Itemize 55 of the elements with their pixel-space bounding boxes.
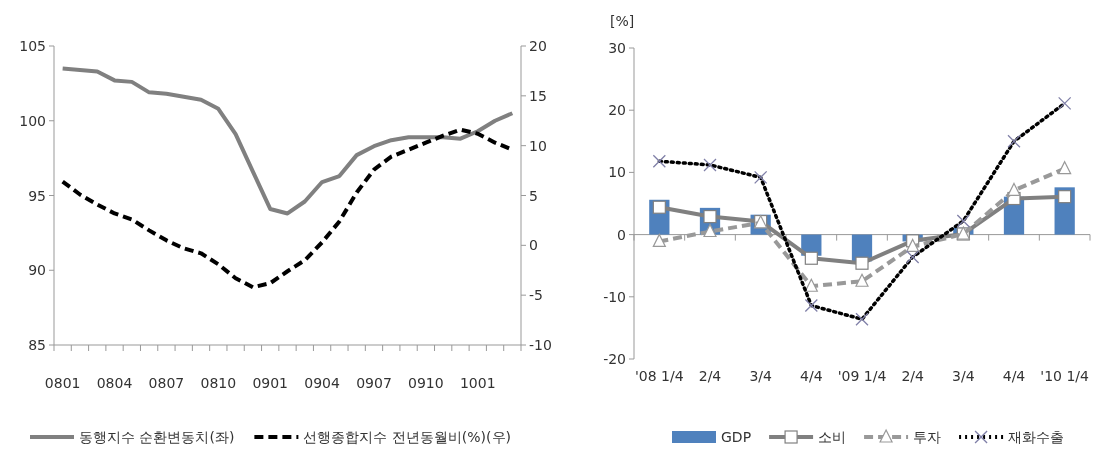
y2-tick-label: 10 (529, 137, 547, 154)
y2-tick-label: 20 (529, 38, 547, 54)
point (652, 233, 666, 248)
y2-tick-label: -5 (529, 287, 543, 304)
point (906, 238, 920, 253)
x-tick-label: 0901 (252, 375, 289, 391)
point (1058, 190, 1072, 204)
y-tick-label: 0 (617, 226, 626, 243)
y-tick-label: -20 (603, 351, 626, 367)
x-tick-label: 1001 (459, 375, 496, 391)
x-tick-label: 4/4 (1002, 368, 1026, 384)
point (652, 200, 666, 214)
point (804, 278, 818, 292)
x-tick-label: 4/4 (800, 368, 823, 384)
x-tick-label: 0810 (200, 375, 237, 391)
x-tick-label: '08 1/4 (635, 368, 684, 384)
legend-label: 소비 (818, 429, 847, 445)
y-tick-label: 95 (28, 187, 46, 204)
point (703, 223, 717, 238)
legend-label: 투자 (913, 429, 942, 445)
y-tick-label: 10 (608, 164, 626, 181)
x-tick-label: 3/4 (952, 368, 975, 384)
x-tick-label: 2/4 (901, 368, 925, 384)
legend-label: 선행종합지수 전년동월비(%)(우) (303, 429, 511, 445)
x-tick-label: 0907 (356, 375, 392, 391)
y-tick-label: -10 (603, 288, 626, 305)
y-tick-label: 105 (19, 38, 46, 54)
y2-tick-label: -10 (529, 337, 552, 353)
x-tick-label: '10 1/4 (1040, 368, 1090, 384)
legend-label: GDP (721, 429, 752, 445)
x-tick-label: 0807 (148, 375, 185, 391)
y-tick-label: 100 (19, 112, 46, 129)
point (855, 273, 869, 287)
y-tick-label: 20 (608, 102, 626, 119)
y2-tick-label: 0 (529, 237, 538, 254)
y2-tick-label: 5 (529, 187, 538, 204)
x-tick-label: 3/4 (749, 368, 773, 384)
x-tick-label: 0801 (44, 375, 81, 391)
y-axis-title: [%] (610, 13, 635, 29)
legend-label: 동행지수 순환변동치(좌) (79, 429, 235, 445)
y-tick-label: 85 (28, 337, 46, 353)
point (1007, 182, 1021, 197)
legend-label: 재화수출 (1008, 429, 1065, 445)
x-tick-label: 2/4 (698, 368, 722, 384)
x-tick-label: 0804 (96, 375, 133, 391)
x-tick-label: 0904 (304, 375, 340, 391)
y2-tick-label: 15 (529, 87, 547, 104)
x-tick-label: '09 1/4 (837, 368, 887, 384)
line-series (60, 66, 515, 216)
point (1058, 161, 1072, 175)
point (855, 256, 869, 270)
y-tick-label: 30 (608, 40, 626, 56)
y-tick-label: 90 (28, 262, 46, 279)
x-tick-label: 0910 (408, 375, 444, 391)
point (804, 251, 818, 265)
